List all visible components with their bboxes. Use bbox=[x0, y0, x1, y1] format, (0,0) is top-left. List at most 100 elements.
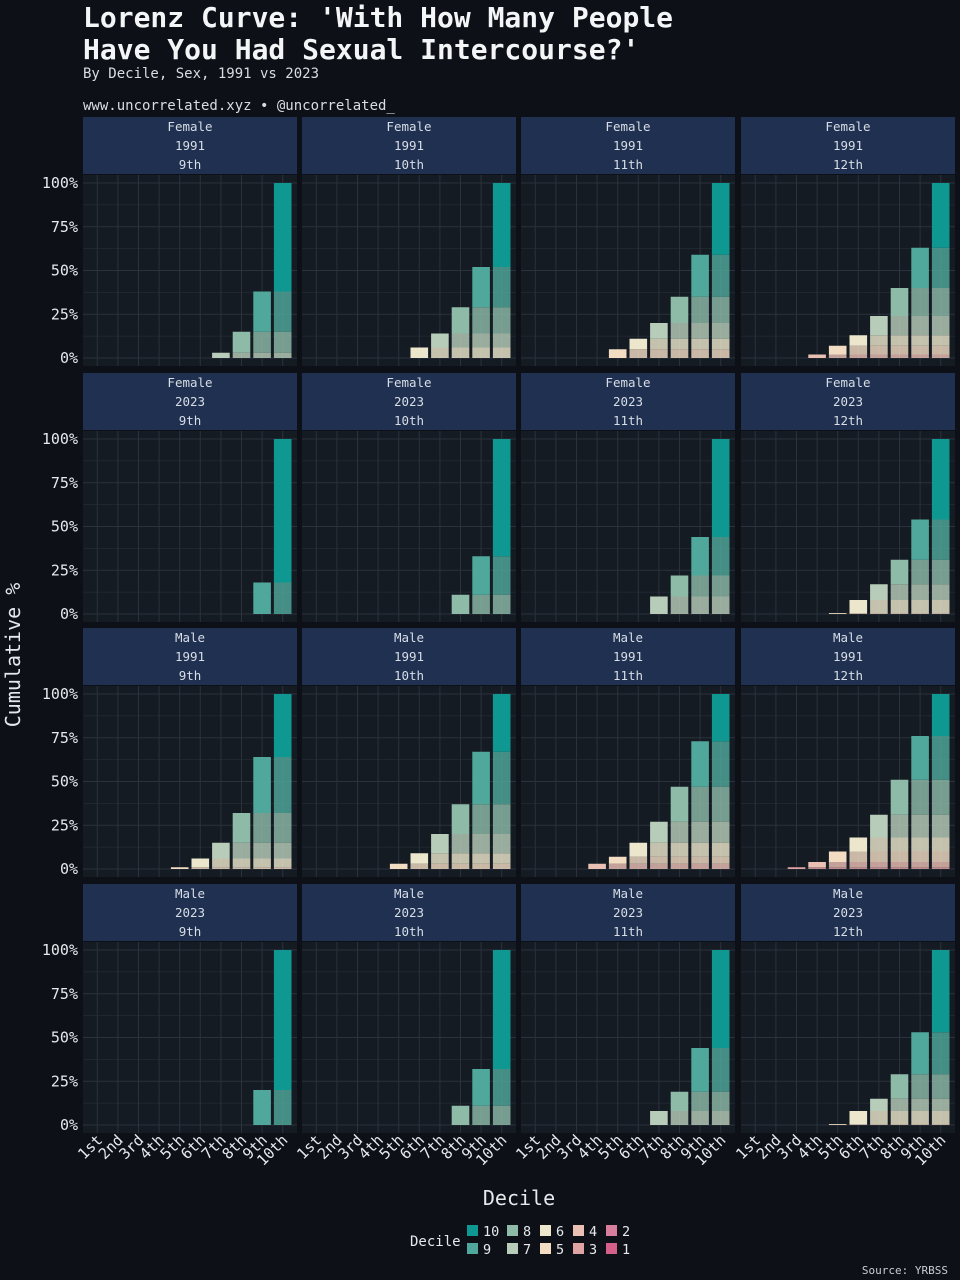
bar-segment bbox=[191, 867, 210, 869]
bar-segment bbox=[691, 254, 709, 297]
y-tick-label: 75% bbox=[51, 985, 78, 1003]
bar-segment bbox=[711, 786, 730, 822]
bar-segment bbox=[890, 600, 909, 614]
bar-segment bbox=[870, 584, 888, 600]
facet-label: 2023 bbox=[833, 905, 863, 920]
legend-swatch bbox=[467, 1243, 478, 1254]
bar-segment bbox=[870, 814, 888, 838]
bar-segment bbox=[711, 596, 730, 614]
bar-segment bbox=[711, 1111, 730, 1125]
bar-segment bbox=[431, 333, 449, 348]
bar-segment bbox=[273, 291, 292, 332]
bar-segment bbox=[870, 1098, 888, 1111]
bar-segment bbox=[931, 335, 950, 346]
bar-segment bbox=[431, 347, 449, 358]
bar-segment bbox=[711, 254, 730, 297]
bar-segment bbox=[273, 842, 292, 859]
bar-segment bbox=[890, 1111, 909, 1125]
bar-segment bbox=[849, 1124, 868, 1125]
bar-segment bbox=[670, 856, 689, 864]
bar-segment bbox=[232, 331, 251, 353]
bar-segment bbox=[911, 519, 929, 560]
facet-label: 12th bbox=[833, 924, 863, 939]
legend-label: 7 bbox=[523, 1242, 531, 1258]
bar-segment bbox=[849, 867, 868, 869]
bar-segment bbox=[273, 352, 292, 358]
legend-swatch bbox=[573, 1243, 584, 1254]
facet-label: Female bbox=[386, 375, 431, 390]
bar-segment bbox=[870, 1111, 888, 1125]
bar-segment bbox=[472, 267, 490, 308]
bar-segment bbox=[492, 950, 511, 1069]
legend-label: 3 bbox=[589, 1242, 597, 1258]
bar-segment bbox=[608, 856, 627, 864]
bar-segment bbox=[650, 338, 668, 350]
y-tick-label: 50% bbox=[51, 518, 78, 536]
bar-segment bbox=[711, 296, 730, 323]
facet-label: Male bbox=[394, 630, 424, 645]
facet-label: Male bbox=[175, 630, 205, 645]
bar-segment bbox=[890, 814, 909, 838]
bar-segment bbox=[911, 851, 929, 862]
bar-segment bbox=[931, 559, 950, 585]
bar-segment bbox=[650, 596, 668, 614]
bar-segment bbox=[492, 556, 511, 595]
bar-segment bbox=[410, 347, 429, 358]
facet-label: 2023 bbox=[175, 394, 205, 409]
bar-segment bbox=[911, 316, 929, 336]
bar-segment bbox=[890, 354, 909, 358]
y-tick-label: 25% bbox=[51, 1072, 78, 1090]
legend-label: 4 bbox=[589, 1224, 597, 1240]
y-tick-label: 100% bbox=[42, 941, 78, 959]
bar-segment bbox=[629, 842, 648, 857]
bar-segment bbox=[911, 837, 929, 852]
bar-segment bbox=[711, 439, 730, 537]
facet-label: Female bbox=[167, 375, 212, 390]
bar-segment bbox=[191, 858, 210, 868]
facet-strip bbox=[521, 117, 735, 174]
facet-label: 9th bbox=[179, 668, 202, 683]
bar-segment bbox=[828, 613, 847, 614]
bar-segment bbox=[588, 863, 606, 869]
facet-label: 1991 bbox=[833, 649, 863, 664]
facet-strip bbox=[83, 117, 297, 174]
bar-segment bbox=[253, 867, 271, 869]
bar-segment bbox=[808, 862, 826, 868]
facet-strip bbox=[521, 884, 735, 941]
bar-segment bbox=[273, 1090, 292, 1125]
facet-strip bbox=[521, 628, 735, 685]
bar-segment bbox=[931, 862, 950, 868]
bar-segment bbox=[849, 345, 868, 355]
bar-segment bbox=[870, 613, 888, 614]
bar-segment bbox=[253, 842, 271, 859]
bar-segment bbox=[472, 751, 490, 805]
facet-strip bbox=[741, 373, 955, 430]
bar-segment bbox=[828, 1124, 847, 1125]
bar-segment bbox=[849, 851, 868, 862]
facet-label: Male bbox=[833, 630, 863, 645]
bar-segment bbox=[828, 354, 847, 358]
bar-segment bbox=[253, 757, 271, 813]
facet-label: 1991 bbox=[613, 649, 643, 664]
legend-swatch bbox=[467, 1225, 478, 1236]
bar-segment bbox=[431, 863, 449, 869]
bar-segment bbox=[670, 863, 689, 869]
bar-segment bbox=[650, 1111, 668, 1125]
bar-segment bbox=[650, 863, 668, 869]
bar-segment bbox=[890, 837, 909, 852]
bar-segment bbox=[451, 594, 470, 614]
bar-segment bbox=[492, 694, 511, 752]
bar-segment bbox=[410, 863, 429, 869]
bar-segment bbox=[711, 842, 730, 857]
bar-segment bbox=[828, 345, 847, 355]
bar-segment bbox=[273, 694, 292, 757]
legend-label: 9 bbox=[483, 1242, 491, 1258]
bar-segment bbox=[253, 858, 271, 868]
bar-segment bbox=[273, 813, 292, 843]
bar-segment bbox=[911, 1098, 929, 1111]
bar-segment bbox=[870, 335, 888, 346]
bar-segment bbox=[670, 821, 689, 843]
bar-segment bbox=[691, 596, 709, 614]
bar-segment bbox=[911, 814, 929, 838]
y-tick-label: 0% bbox=[60, 1116, 78, 1134]
